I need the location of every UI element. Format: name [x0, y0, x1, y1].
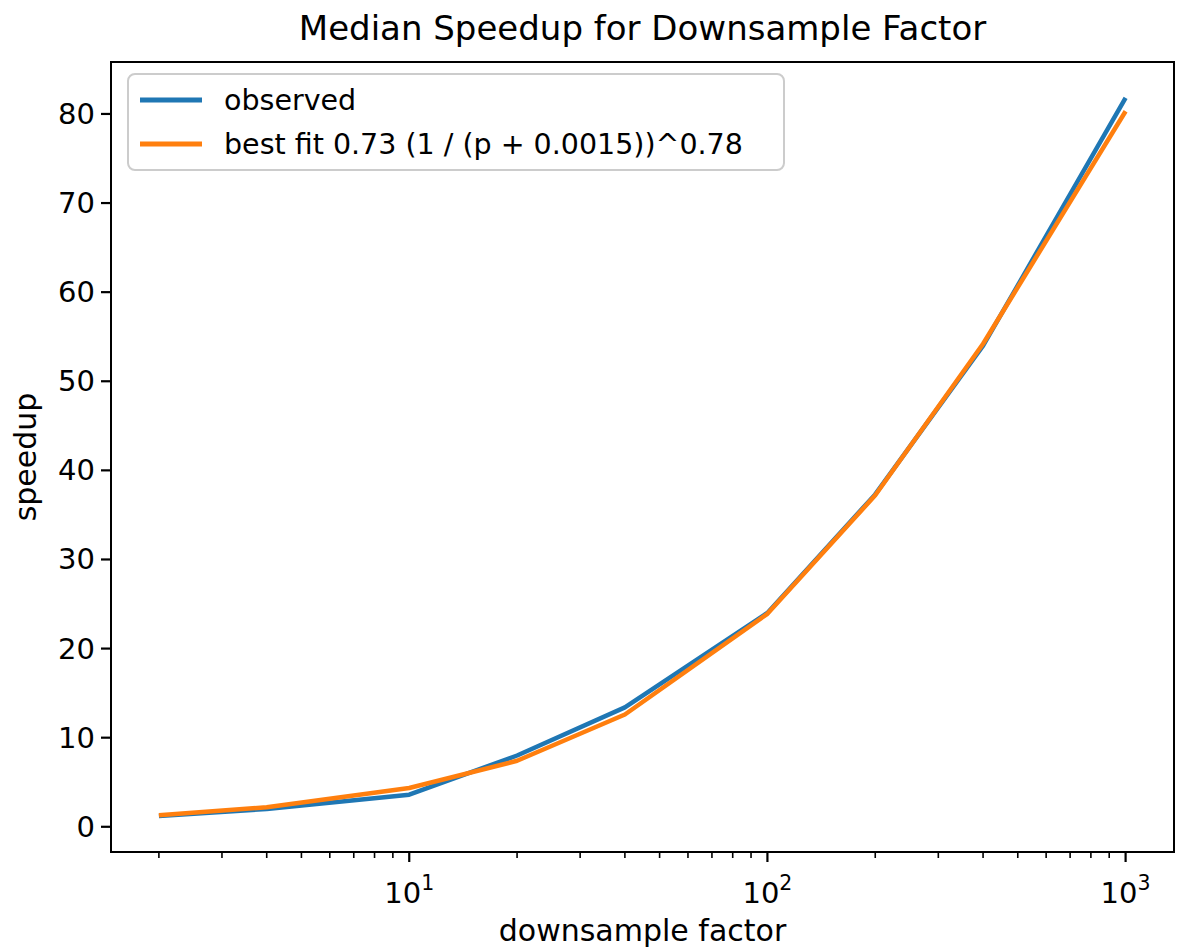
y-tick-label: 10	[58, 721, 95, 755]
series-line-observed	[159, 98, 1126, 816]
y-tick-label: 40	[58, 453, 95, 487]
y-tick-label: 30	[58, 542, 95, 576]
y-tick-label: 20	[58, 632, 95, 666]
y-tick-label: 50	[58, 364, 95, 398]
axes-frame	[111, 62, 1174, 852]
chart-title: Median Speedup for Downsample Factor	[299, 8, 986, 48]
legend: observed best fit 0.73 (1 / (p + 0.0015))…	[128, 74, 784, 170]
y-tick-label: 80	[58, 97, 95, 131]
x-axis-major-ticks: 101 102 103	[384, 852, 1150, 910]
series-line-best-fit	[159, 111, 1126, 815]
y-axis-label: speedup	[8, 393, 43, 522]
x-tick-label: 102	[742, 871, 792, 910]
y-tick-label: 70	[58, 186, 95, 220]
x-tick-label: 101	[384, 871, 434, 910]
x-axis-label: downsample factor	[499, 913, 787, 948]
figure: 101 102 103 0 10 20 30 40 50 60 70 80 observed best f…	[0, 0, 1189, 950]
legend-label: best fit 0.73 (1 / (p + 0.0015))^0.78	[224, 128, 743, 161]
y-tick-label: 0	[77, 810, 95, 844]
line-chart: 101 102 103 0 10 20 30 40 50 60 70 80 observed best f…	[0, 0, 1189, 950]
y-tick-label: 60	[58, 275, 95, 309]
x-tick-label: 103	[1101, 871, 1151, 910]
legend-label: observed	[224, 84, 356, 117]
y-axis-ticks: 0 10 20 30 40 50 60 70 80	[58, 97, 111, 844]
